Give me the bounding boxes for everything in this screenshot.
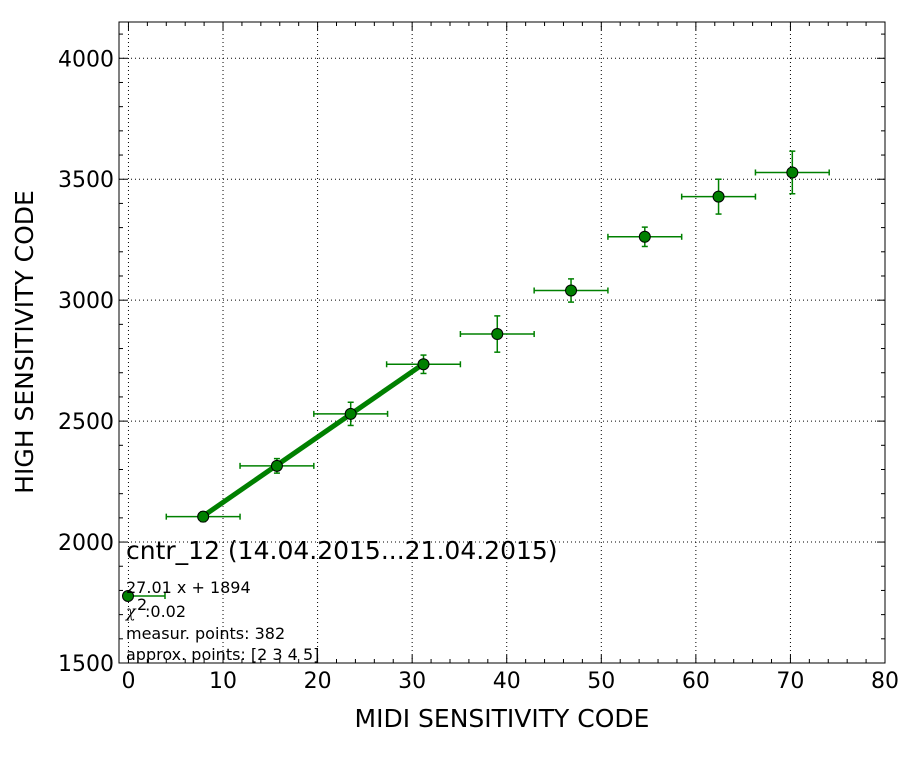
chi-symbol: χ [125, 602, 137, 621]
data-marker [270, 459, 283, 472]
grid [119, 22, 886, 664]
x-tick-label: 10 [209, 669, 237, 694]
y-tick-label: 3500 [58, 168, 114, 193]
plot-frame [118, 21, 886, 664]
x-tick-label: 40 [493, 669, 521, 694]
x-tick-label: 0 [121, 669, 135, 694]
measurement-points-label: measur. points: 382 [126, 624, 285, 643]
data-series [122, 150, 830, 602]
x-tick-label: 30 [398, 669, 426, 694]
data-marker [197, 510, 210, 523]
data-marker [712, 190, 725, 203]
data-point [607, 226, 683, 248]
x-tick-label: 20 [304, 669, 332, 694]
data-point [385, 354, 462, 375]
y-tick-label: 2000 [58, 531, 114, 556]
data-point [313, 401, 389, 427]
legend-marker [122, 590, 166, 602]
data-point [459, 315, 535, 353]
data-point [680, 178, 757, 215]
fit-label: 27.01 x + 1894 [126, 578, 251, 597]
data-marker [786, 166, 799, 179]
data-marker [491, 328, 504, 341]
data-marker [344, 407, 357, 420]
data-point [239, 457, 315, 474]
x-tick-label: 80 [871, 669, 899, 694]
chi-superscript: 2 [137, 595, 147, 614]
y-tick-label: 3000 [58, 289, 114, 314]
x-tick-label: 70 [776, 669, 804, 694]
data-point [165, 510, 241, 523]
axes: 0 10 20 30 40 50 60 70 80 1500 2000 2500 3000 3500 400… [58, 21, 899, 694]
data-point [754, 150, 830, 195]
y-tick-label: 4000 [58, 47, 114, 72]
data-marker [638, 230, 651, 243]
legend-point [122, 590, 134, 602]
chi-value: :0.02 [145, 602, 186, 621]
approx-points-label: approx. points: [2 3 4 5] [126, 645, 319, 664]
x-tick-label: 60 [682, 669, 710, 694]
fit-line [201, 361, 425, 519]
y-tick-label: 1500 [58, 652, 114, 677]
x-axis-label: MIDI SENSITIVITY CODE [355, 704, 650, 733]
data-point [533, 278, 609, 303]
data-marker [417, 358, 430, 371]
data-marker [565, 284, 578, 297]
chart-title: cntr_12 (14.04.2015...21.04.2015) [126, 536, 558, 565]
y-tick-label: 2500 [58, 410, 114, 435]
y-axis-label: HIGH SENSITIVITY CODE [10, 190, 39, 494]
x-tick-label: 50 [587, 669, 615, 694]
chi-square-label: χ 2 :0.02 [125, 595, 186, 621]
